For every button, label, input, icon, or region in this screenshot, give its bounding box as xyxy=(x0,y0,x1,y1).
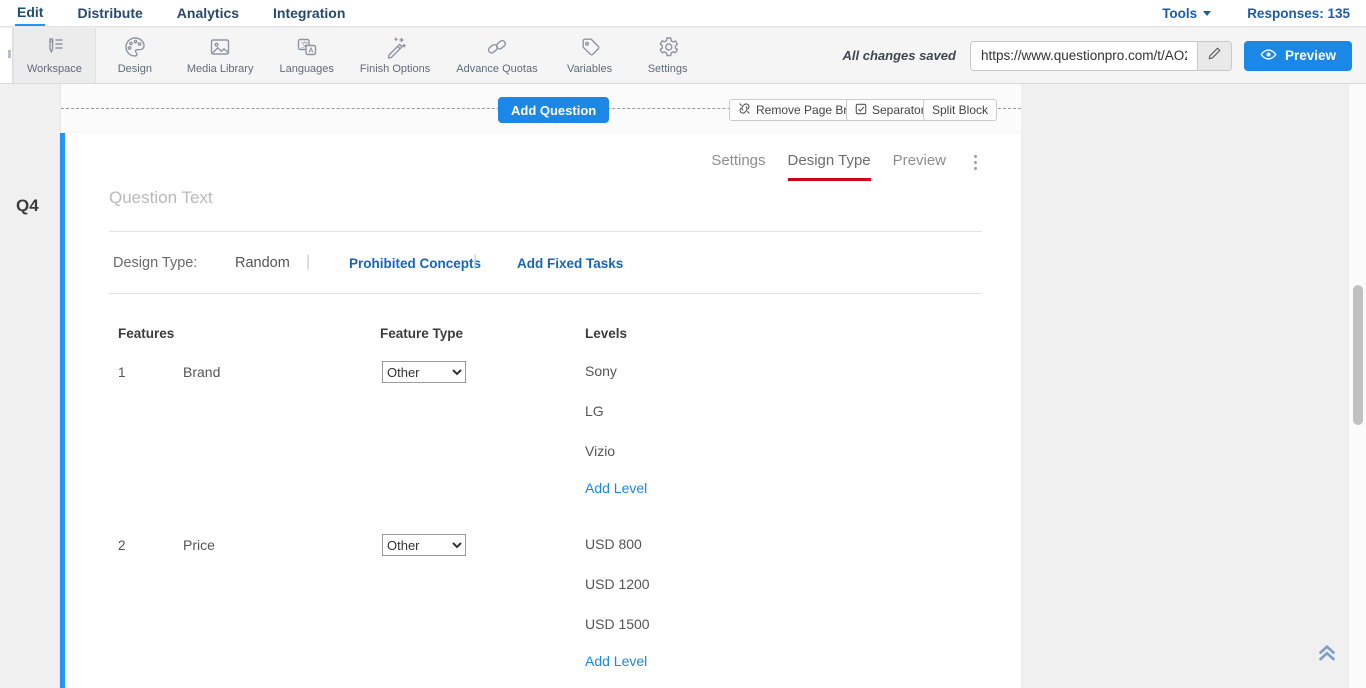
save-status-text: All changes saved xyxy=(842,48,956,63)
feature-type-column-header: Feature Type xyxy=(380,326,464,341)
feature-name[interactable]: Price xyxy=(183,537,215,553)
feature-type-select[interactable]: Other xyxy=(382,361,466,383)
levels-column-header: Levels xyxy=(585,326,628,341)
feature-row-number: 1 xyxy=(118,365,126,380)
divider: | xyxy=(306,253,311,270)
checkbox-checked-icon xyxy=(855,103,867,118)
level-value[interactable]: USD 800 xyxy=(585,536,642,552)
pencil-icon xyxy=(1207,46,1222,66)
nav-item-integration[interactable]: Integration xyxy=(273,4,346,21)
level-value[interactable]: Vizio xyxy=(585,443,616,459)
finish-options-icon xyxy=(383,35,407,59)
levels-list: USD 800 USD 1200 USD 1500 Add Level xyxy=(585,524,650,678)
toolbar-scrolled-edge xyxy=(0,28,13,83)
top-nav-bar: Edit Distribute Analytics Integration To… xyxy=(0,0,1366,27)
feature-row-number: 2 xyxy=(118,538,126,553)
toolbar-item-design[interactable]: Design xyxy=(96,28,174,83)
question-card: Settings Design Type Preview Question Te… xyxy=(60,133,1021,688)
question-number-label: Q4 xyxy=(16,196,39,215)
tab-design-type[interactable]: Design Type xyxy=(787,152,871,181)
survey-url-input[interactable] xyxy=(970,41,1197,70)
scroll-to-top-button[interactable] xyxy=(1314,638,1340,664)
broken-link-icon xyxy=(738,102,751,118)
design-icon xyxy=(123,35,147,59)
feature-name[interactable]: Brand xyxy=(183,364,221,380)
preview-label: Preview xyxy=(1284,48,1336,63)
settings-icon xyxy=(656,35,680,59)
toolbar-item-settings[interactable]: Settings xyxy=(629,28,707,83)
add-fixed-tasks-link[interactable]: Add Fixed Tasks xyxy=(517,256,624,271)
toolbar-item-label: Variables xyxy=(567,63,613,75)
level-value[interactable]: Sony xyxy=(585,363,617,379)
preview-button[interactable]: Preview xyxy=(1243,40,1352,71)
top-nav-right: Tools Responses: 135 xyxy=(1162,6,1366,21)
question-tabs: Settings Design Type Preview xyxy=(711,152,981,181)
variables-icon xyxy=(578,35,602,59)
question-text-input[interactable]: Question Text xyxy=(109,188,982,232)
features-column-header: Features xyxy=(118,326,175,341)
kebab-menu-icon[interactable] xyxy=(970,153,981,172)
toolbar-item-label: Design xyxy=(117,63,152,75)
split-block-button[interactable]: Split Block xyxy=(923,99,998,121)
page-break-strip: Add Question Remove Page Break Separator… xyxy=(60,84,1021,133)
feature-type-select[interactable]: Other xyxy=(382,534,466,556)
add-level-link[interactable]: Add Level xyxy=(585,480,648,496)
tools-dropdown[interactable]: Tools xyxy=(1162,5,1212,21)
remove-page-break-button[interactable]: Remove Page Break xyxy=(729,99,876,121)
survey-url-group xyxy=(969,40,1232,71)
toolbar-item-media-library[interactable]: Media Library xyxy=(174,28,267,83)
toolbar-item-workspace[interactable]: Workspace xyxy=(13,28,96,83)
nav-item-analytics[interactable]: Analytics xyxy=(176,4,240,21)
toolbar-item-label: Finish Options xyxy=(359,63,431,75)
toolbar-item-advance-quotas[interactable]: Advance Quotas xyxy=(443,28,550,83)
levels-list: Sony LG Vizio Add Level xyxy=(585,351,647,505)
nav-item-edit[interactable]: Edit xyxy=(15,1,46,26)
double-chevron-up-icon xyxy=(1314,645,1340,668)
design-type-label: Design Type: xyxy=(113,255,198,271)
remove-page-break-label: Remove Page Break xyxy=(756,103,867,117)
vertical-scrollbar-thumb[interactable] xyxy=(1353,285,1363,425)
design-type-value[interactable]: Random xyxy=(235,255,290,271)
add-level-link[interactable]: Add Level xyxy=(585,653,648,669)
vertical-scrollbar-track[interactable] xyxy=(1348,84,1366,688)
toolbar-item-label: Settings xyxy=(647,63,688,75)
svg-text:A: A xyxy=(308,48,313,55)
divider: | xyxy=(473,253,478,270)
level-value[interactable]: USD 1200 xyxy=(585,576,650,592)
tab-preview[interactable]: Preview xyxy=(892,152,946,169)
edit-url-button[interactable] xyxy=(1196,41,1231,70)
nav-item-distribute[interactable]: Distribute xyxy=(77,4,143,21)
toolbar-item-label: Media Library xyxy=(186,63,254,75)
tools-label: Tools xyxy=(1162,5,1198,21)
toolbar-item-label: Advance Quotas xyxy=(456,63,538,75)
toolbar-item-label: Workspace xyxy=(27,63,82,75)
tab-settings[interactable]: Settings xyxy=(711,152,766,169)
toolbar-right: All changes saved Preview xyxy=(843,28,1366,83)
design-type-row: Design Type: Random | Prohibited Concept… xyxy=(65,251,1021,281)
toolbar-item-label: Languages xyxy=(279,63,334,75)
toolbar-item-variables[interactable]: Variables xyxy=(551,28,629,83)
top-nav-menu: Edit Distribute Analytics Integration xyxy=(0,1,347,26)
advance-quotas-icon xyxy=(485,35,509,59)
responses-count-link[interactable]: Responses: 135 xyxy=(1247,5,1350,21)
level-value[interactable]: LG xyxy=(585,403,604,419)
separator-button[interactable]: Separator xyxy=(846,99,934,121)
workspace-icon xyxy=(42,35,66,59)
level-value[interactable]: USD 1500 xyxy=(585,616,650,632)
chevron-down-icon xyxy=(1203,10,1212,16)
svg-text:文: 文 xyxy=(301,39,309,49)
split-block-label: Split Block xyxy=(932,103,989,117)
separator-label: Separator xyxy=(872,103,925,117)
add-question-button[interactable]: Add Question xyxy=(498,97,610,123)
eye-icon xyxy=(1260,48,1277,64)
section-divider xyxy=(109,293,982,294)
media-library-icon xyxy=(208,35,232,59)
toolbar-item-finish-options[interactable]: Finish Options xyxy=(347,28,443,83)
prohibited-concepts-link[interactable]: Prohibited Concepts xyxy=(349,256,482,271)
